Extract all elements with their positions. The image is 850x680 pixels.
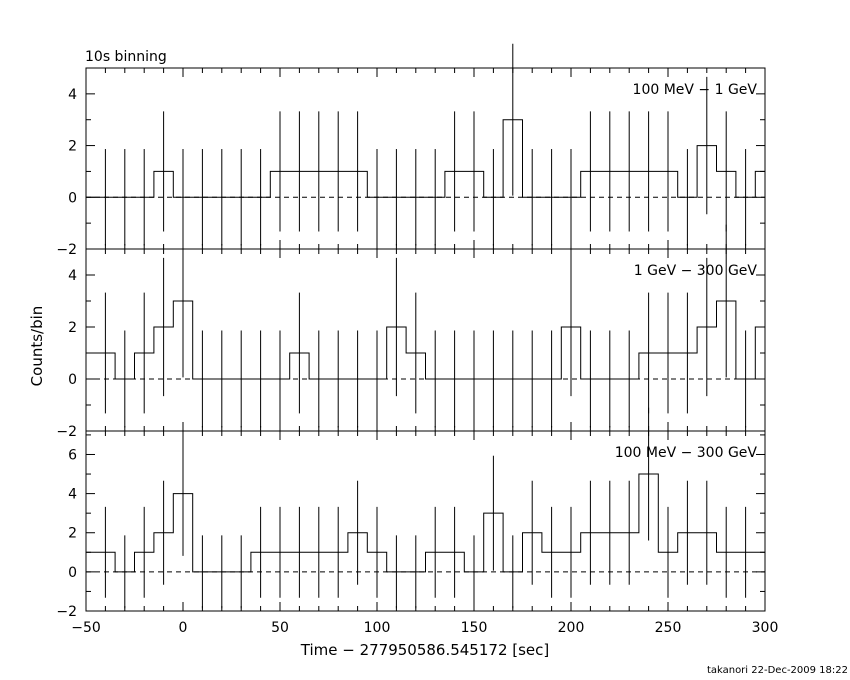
- energy-band-label: 100 MeV − 1 GeV: [633, 82, 758, 98]
- y-tick-label: 2: [68, 139, 77, 155]
- y-tick-label: 0: [68, 372, 77, 388]
- panel-2: −2 0 2 4 1 GeV − 300 GeV: [56, 224, 766, 440]
- x-axis-label: Time − 277950586.545172 [sec]: [300, 641, 550, 659]
- panel-1: −2 0 2 4 100 MeV − 1 GeV: [56, 43, 766, 258]
- x-tick-label: −50: [71, 620, 101, 636]
- y-tick-label: 4: [68, 87, 77, 103]
- x-tick-label: 300: [752, 620, 779, 636]
- y-tick-label: 6: [68, 447, 77, 463]
- y-tick-label: 0: [68, 190, 77, 206]
- x-tick-label: 200: [558, 620, 585, 636]
- energy-band-label: 1 GeV − 300 GeV: [634, 263, 758, 279]
- histogram-line: [86, 300, 765, 380]
- y-axis-label: Counts/bin: [28, 306, 46, 387]
- x-tick-label: 100: [364, 620, 391, 636]
- y-tick-label: 4: [68, 487, 77, 503]
- footer-credit: takanori 22-Dec-2009 18:22: [707, 665, 848, 676]
- y-tick-label: −2: [56, 424, 77, 440]
- histogram-line: [86, 473, 765, 573]
- x-tick-label: 250: [655, 620, 682, 636]
- x-tick-label: 0: [179, 620, 188, 636]
- y-tick-label: 2: [68, 526, 77, 542]
- x-tick-label: 150: [461, 620, 488, 636]
- panels-group: −2 0 2 4 100 MeV − 1 GeV −2 0 2 4 1 GeV − 300 GeV…: [56, 43, 779, 636]
- y-tick-label: 2: [68, 320, 77, 336]
- histogram-line: [86, 119, 765, 198]
- panel-3: −2 0 2 4 6 100 MeV − 300 GeV: [56, 407, 766, 620]
- y-tick-label: −2: [56, 242, 77, 258]
- y-tick-label: −2: [56, 604, 77, 620]
- x-tick-label: 50: [271, 620, 289, 636]
- y-tick-label: 4: [68, 268, 77, 284]
- y-tick-label: 0: [68, 565, 77, 581]
- energy-band-label: 100 MeV − 300 GeV: [615, 445, 758, 461]
- binning-label: 10s binning: [85, 49, 167, 65]
